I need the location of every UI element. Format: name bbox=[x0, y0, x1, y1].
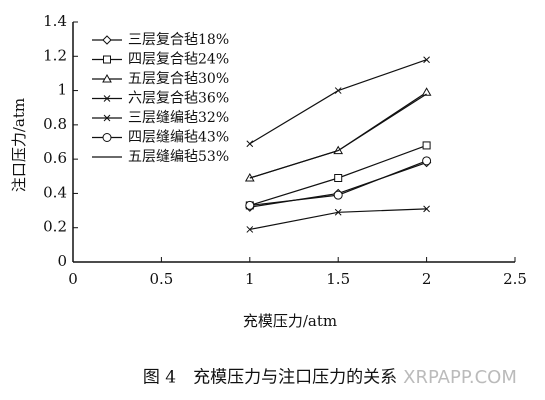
x-tick-label: 0.5 bbox=[149, 270, 173, 288]
marker bbox=[245, 200, 255, 210]
marker bbox=[102, 73, 112, 83]
series-line bbox=[249, 59, 427, 145]
y-tick-label: 0.2 bbox=[43, 218, 67, 236]
marker bbox=[423, 56, 430, 64]
x-tick-label: 1 bbox=[245, 270, 255, 288]
legend-label: 五层缝编毡53% bbox=[128, 149, 229, 165]
y-tick-label: 0.6 bbox=[43, 149, 67, 167]
marker bbox=[103, 114, 111, 122]
y-axis-label: 注口压力/atm bbox=[10, 98, 28, 192]
legend-label: 四层复合毡24% bbox=[128, 51, 229, 68]
marker bbox=[421, 87, 432, 96]
marker bbox=[102, 35, 112, 45]
y-tick-label: 0 bbox=[57, 252, 67, 270]
y-tick-label: 1.4 bbox=[43, 12, 67, 30]
marker bbox=[102, 133, 112, 142]
marker bbox=[246, 226, 254, 233]
legend-label: 六层复合毡36% bbox=[128, 90, 229, 107]
y-tick-label: 1.2 bbox=[43, 46, 67, 64]
watermark: XRPAPP.COM bbox=[403, 367, 517, 388]
marker bbox=[423, 205, 430, 213]
series-line bbox=[249, 93, 427, 179]
x-tick-label: 0 bbox=[68, 270, 78, 288]
x-tick-label: 2 bbox=[422, 270, 432, 288]
marker bbox=[246, 140, 254, 148]
y-tick-label: 0.8 bbox=[43, 115, 67, 133]
caption: 图 4 充模压力与注口压力的关系 bbox=[143, 368, 397, 388]
marker bbox=[422, 141, 431, 150]
x-tick-label: 2.5 bbox=[503, 270, 527, 288]
series-line bbox=[249, 91, 427, 179]
marker bbox=[334, 87, 342, 94]
y-tick-label: 0.4 bbox=[43, 183, 67, 201]
legend-label: 五层复合毡30% bbox=[128, 70, 229, 87]
legend-label: 四层缝编毡43% bbox=[128, 130, 229, 146]
legend-label: 三层缝编毡32% bbox=[128, 110, 229, 126]
legend-label: 三层复合毡18% bbox=[128, 31, 229, 48]
marker bbox=[334, 174, 343, 182]
y-tick-label: 1 bbox=[57, 81, 67, 99]
marker bbox=[333, 190, 343, 200]
x-axis-label: 充模压力/atm bbox=[243, 312, 337, 330]
marker bbox=[422, 156, 432, 166]
marker bbox=[103, 55, 111, 64]
x-tick-label: 1.5 bbox=[326, 270, 350, 288]
marker bbox=[103, 95, 111, 102]
marker bbox=[334, 208, 342, 216]
